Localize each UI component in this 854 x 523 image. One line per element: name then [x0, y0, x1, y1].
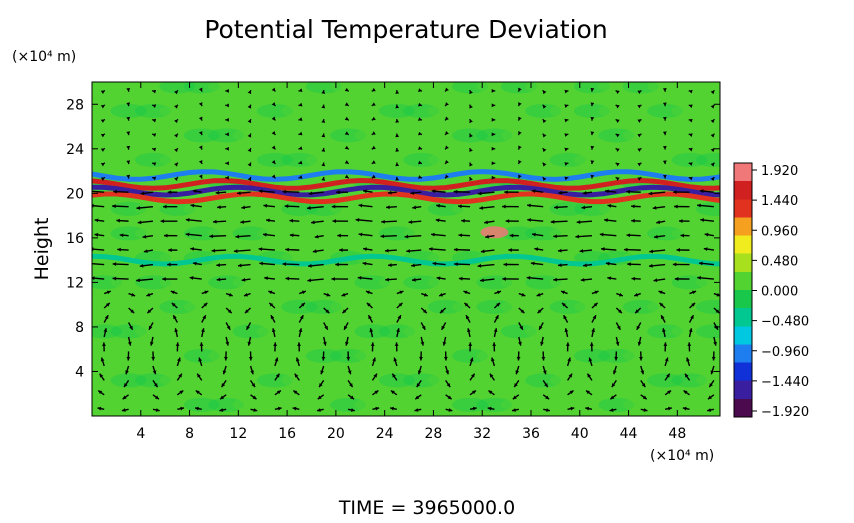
x-tick-label: 24	[376, 426, 394, 442]
colorbar-tick-label: −1.440	[761, 375, 809, 390]
field-cell	[696, 324, 732, 338]
heatmap-field	[86, 79, 732, 416]
colorbar-tick-label: 1.920	[761, 164, 798, 179]
colorbar-tick-label: −0.960	[761, 345, 809, 360]
field-cell	[696, 226, 732, 240]
colorbar	[734, 163, 752, 417]
x-tick-label: 32	[473, 426, 491, 442]
y-tick-label: 20	[66, 186, 84, 202]
x-tick-label: 4	[136, 426, 145, 442]
field-cell	[696, 300, 732, 314]
colorbar-tick-label: −1.920	[761, 405, 809, 420]
y-tick-label: 16	[66, 231, 84, 247]
x-unit-label: (×10⁴ m)	[650, 448, 714, 464]
y-tick-label: 4	[75, 364, 84, 380]
y-tick-label: 12	[66, 275, 84, 291]
field-blob	[480, 226, 508, 238]
x-tick-label: 44	[620, 426, 638, 442]
colorbar-tick-label: 1.440	[761, 194, 798, 209]
x-tick-label: 8	[185, 426, 194, 442]
time-label: TIME = 3965000.0	[338, 497, 515, 519]
y-axis-label: Height	[31, 218, 53, 281]
x-tick-label: 20	[327, 426, 345, 442]
y-tick-label: 24	[66, 142, 84, 158]
colorbar-tick-label: 0.960	[761, 224, 798, 239]
x-tick-label: 16	[278, 426, 296, 442]
y-tick-label: 8	[75, 320, 84, 336]
x-tick-label: 48	[668, 426, 686, 442]
chart-title: Potential Temperature Deviation	[204, 15, 607, 44]
field-cell	[696, 202, 732, 216]
x-tick-label: 28	[425, 426, 443, 442]
colorbar-tick-label: 0.480	[761, 254, 798, 269]
y-tick-label: 28	[66, 97, 84, 113]
x-tick-label: 40	[571, 426, 589, 442]
colorbar-tick-label: 0.000	[761, 285, 798, 300]
x-tick-label: 12	[229, 426, 247, 442]
colorbar-ticks: 1.920 1.440 0.960 0.480 0.000 −0.480 −0.960 −1.…	[752, 164, 809, 420]
x-tick-label: 36	[522, 426, 540, 442]
colorbar-tick-label: −0.480	[761, 315, 809, 330]
y-unit-label: (×10⁴ m)	[12, 49, 76, 65]
